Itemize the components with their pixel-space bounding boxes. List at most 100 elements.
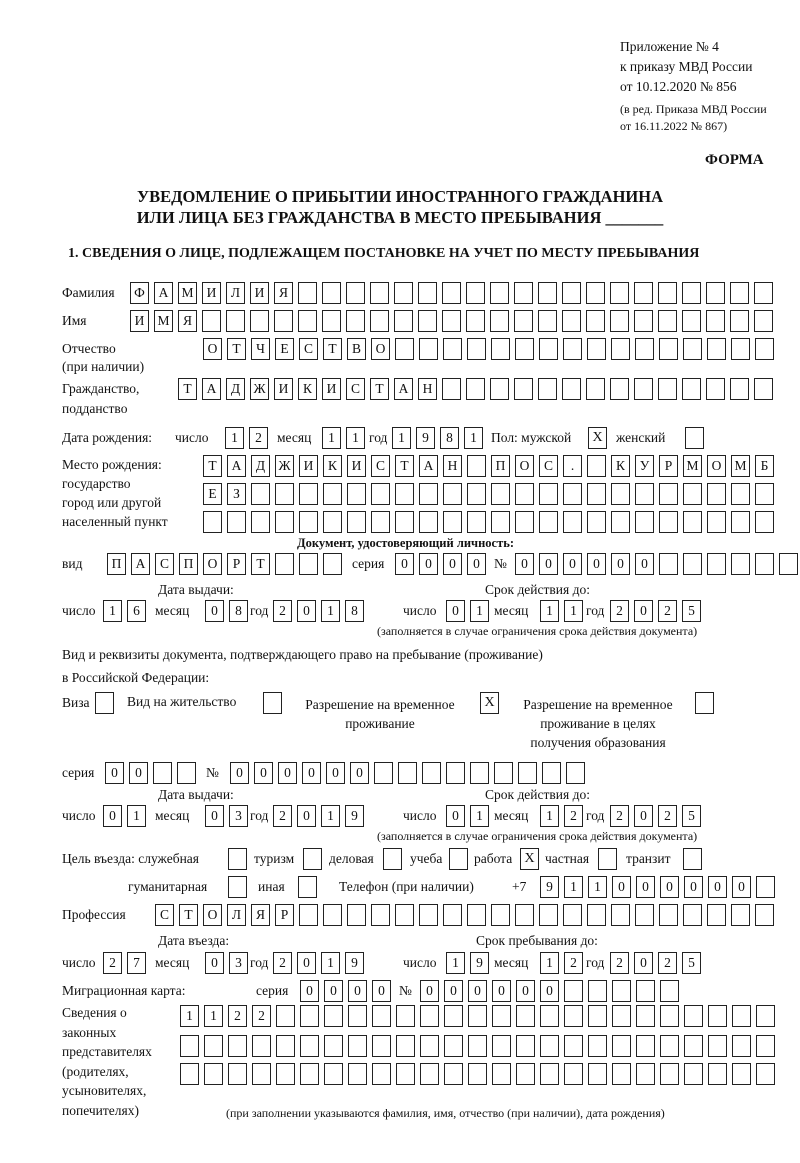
char-box[interactable]: 8	[229, 600, 248, 622]
char-box[interactable]	[707, 338, 726, 360]
char-box[interactable]	[566, 762, 585, 784]
char-box[interactable]	[635, 904, 654, 926]
char-box[interactable]: 2	[249, 427, 268, 449]
char-box[interactable]	[682, 310, 701, 332]
char-box[interactable]	[779, 553, 798, 575]
char-box[interactable]: 1	[564, 600, 583, 622]
char-box[interactable]	[516, 1005, 535, 1027]
char-box[interactable]: 2	[273, 952, 292, 974]
char-box[interactable]: 0	[516, 980, 535, 1002]
char-box[interactable]: И	[130, 310, 149, 332]
char-box[interactable]	[731, 338, 750, 360]
char-box[interactable]	[443, 483, 462, 505]
char-box[interactable]: 1	[392, 427, 411, 449]
char-box[interactable]: Я	[274, 282, 293, 304]
char-box[interactable]	[515, 338, 534, 360]
char-box[interactable]: 5	[682, 600, 701, 622]
char-box[interactable]	[539, 483, 558, 505]
purpose-study-checkbox[interactable]	[449, 848, 468, 870]
char-box[interactable]: П	[179, 553, 198, 575]
char-box[interactable]	[754, 378, 773, 400]
char-box[interactable]: 2	[610, 952, 629, 974]
char-box[interactable]	[755, 483, 774, 505]
char-box[interactable]	[706, 282, 725, 304]
visa-checkbox[interactable]	[95, 692, 114, 714]
char-box[interactable]: 2	[610, 805, 629, 827]
char-box[interactable]: 0	[444, 980, 463, 1002]
char-box[interactable]: 0	[708, 876, 727, 898]
char-box[interactable]	[347, 483, 366, 505]
char-box[interactable]	[204, 1063, 223, 1085]
char-box[interactable]	[490, 310, 509, 332]
char-box[interactable]	[731, 553, 750, 575]
char-box[interactable]	[490, 378, 509, 400]
char-box[interactable]: 2	[564, 805, 583, 827]
char-box[interactable]	[348, 1005, 367, 1027]
char-box[interactable]: 1	[540, 600, 559, 622]
char-box[interactable]: 0	[587, 553, 606, 575]
purpose-work-checkbox[interactable]: X	[520, 848, 539, 870]
char-box[interactable]	[635, 338, 654, 360]
char-box[interactable]	[275, 483, 294, 505]
char-box[interactable]: О	[707, 455, 726, 477]
char-box[interactable]	[324, 1005, 343, 1027]
char-box[interactable]	[300, 1035, 319, 1057]
char-box[interactable]	[516, 1035, 535, 1057]
trp-checkbox[interactable]: X	[480, 692, 499, 714]
char-box[interactable]	[419, 483, 438, 505]
char-box[interactable]: З	[227, 483, 246, 505]
char-box[interactable]	[683, 338, 702, 360]
char-box[interactable]	[299, 904, 318, 926]
char-box[interactable]	[228, 1035, 247, 1057]
char-box[interactable]	[755, 511, 774, 533]
char-box[interactable]	[539, 338, 558, 360]
char-box[interactable]: 9	[345, 952, 364, 974]
char-box[interactable]	[446, 762, 465, 784]
char-box[interactable]	[490, 282, 509, 304]
char-box[interactable]: 9	[540, 876, 559, 898]
char-box[interactable]	[467, 455, 486, 477]
char-box[interactable]	[660, 1005, 679, 1027]
char-box[interactable]	[706, 310, 725, 332]
char-box[interactable]	[518, 762, 537, 784]
char-box[interactable]: 0	[634, 600, 653, 622]
char-box[interactable]: Д	[251, 455, 270, 477]
char-box[interactable]	[420, 1005, 439, 1027]
char-box[interactable]: И	[202, 282, 221, 304]
char-box[interactable]	[562, 310, 581, 332]
char-box[interactable]: 0	[103, 805, 122, 827]
char-box[interactable]	[732, 1035, 751, 1057]
char-box[interactable]	[587, 338, 606, 360]
purpose-tourism-checkbox[interactable]	[303, 848, 322, 870]
char-box[interactable]	[467, 338, 486, 360]
char-box[interactable]	[707, 483, 726, 505]
char-box[interactable]	[276, 1005, 295, 1027]
char-box[interactable]: А	[154, 282, 173, 304]
char-box[interactable]	[683, 904, 702, 926]
char-box[interactable]	[635, 483, 654, 505]
char-box[interactable]	[394, 282, 413, 304]
char-box[interactable]	[562, 282, 581, 304]
char-box[interactable]	[754, 282, 773, 304]
char-box[interactable]: .	[563, 455, 582, 477]
char-box[interactable]	[610, 310, 629, 332]
char-box[interactable]: 0	[302, 762, 321, 784]
char-box[interactable]: С	[155, 553, 174, 575]
char-box[interactable]	[251, 511, 270, 533]
char-box[interactable]	[564, 1035, 583, 1057]
char-box[interactable]	[298, 282, 317, 304]
char-box[interactable]	[683, 553, 702, 575]
char-box[interactable]	[467, 511, 486, 533]
char-box[interactable]	[540, 1035, 559, 1057]
char-box[interactable]: Ч	[251, 338, 270, 360]
char-box[interactable]	[418, 310, 437, 332]
char-box[interactable]	[322, 310, 341, 332]
char-box[interactable]	[659, 553, 678, 575]
char-box[interactable]: 1	[103, 600, 122, 622]
char-box[interactable]	[276, 1035, 295, 1057]
char-box[interactable]: 0	[611, 553, 630, 575]
